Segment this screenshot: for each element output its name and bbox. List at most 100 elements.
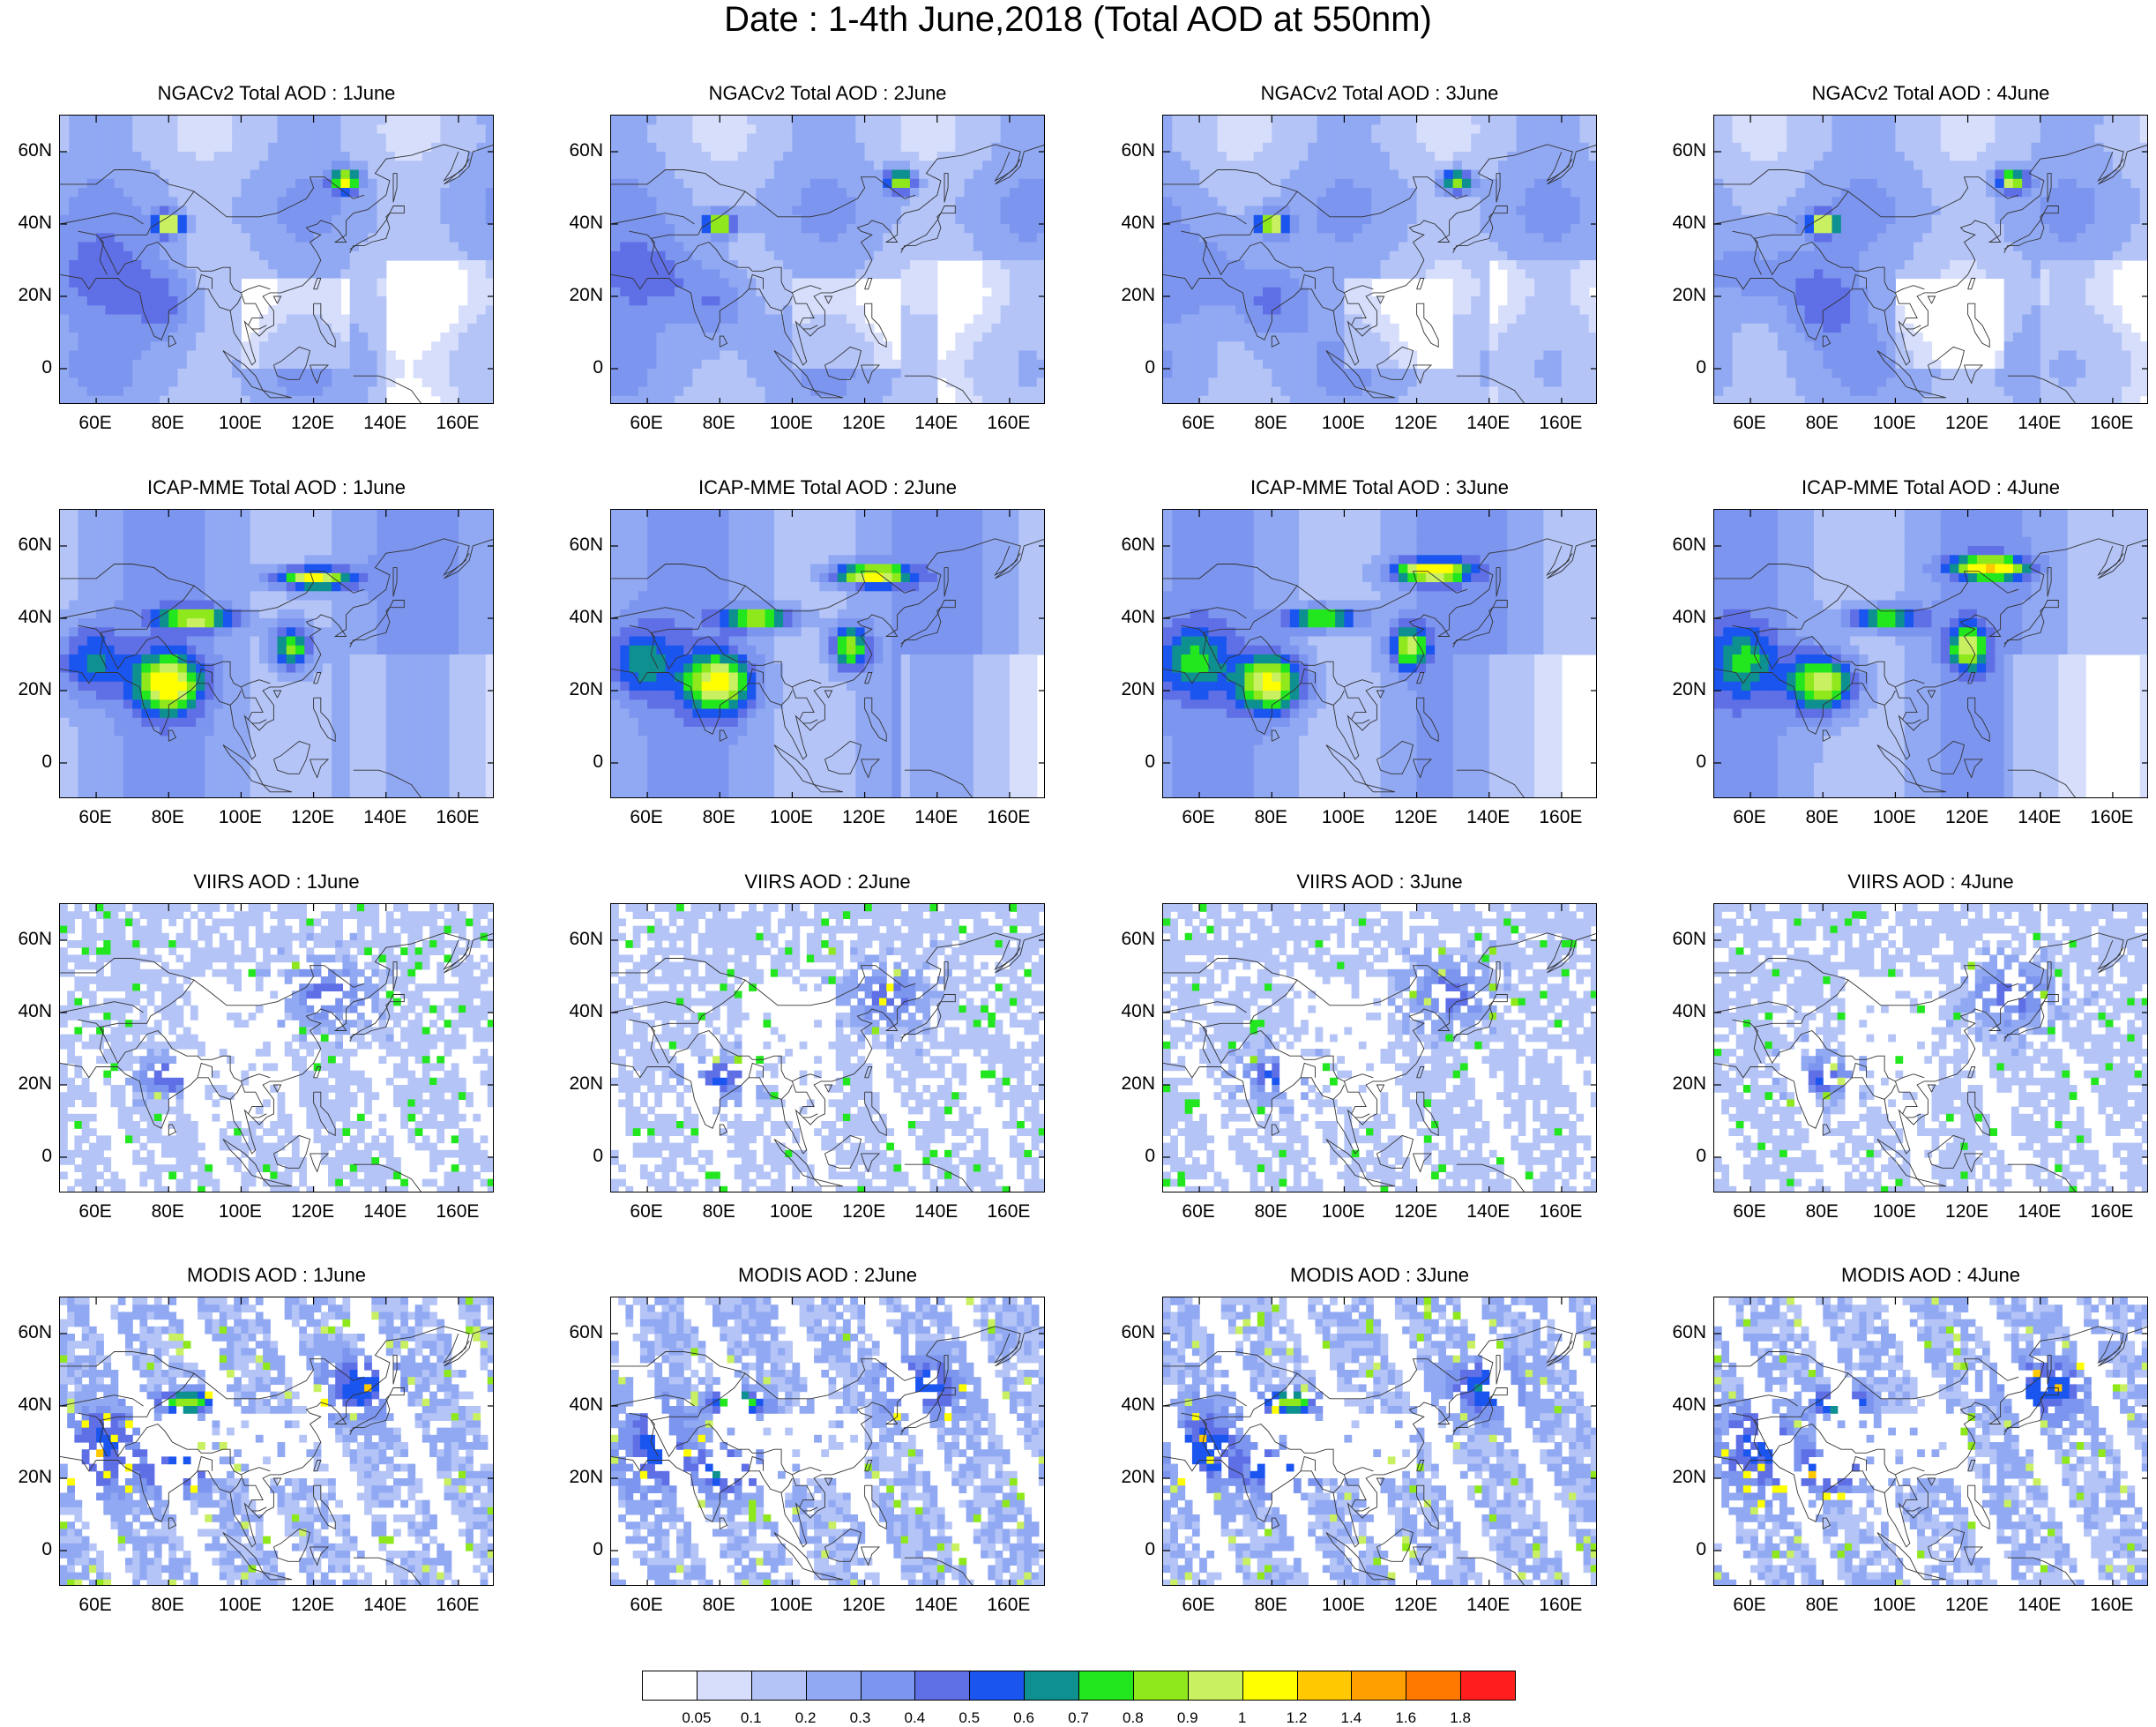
lon-tick-label: 100E: [760, 413, 822, 434]
lon-tick-label: 160E: [427, 807, 489, 828]
coastline: [313, 1066, 322, 1079]
coastline: [1163, 564, 1298, 587]
coastline: [611, 144, 1044, 366]
coastline: [864, 1091, 887, 1137]
coastline: [240, 292, 264, 326]
colorbar: [642, 1671, 1516, 1702]
coastline: [1354, 1113, 1370, 1118]
lat-tick-label: 20N: [0, 1467, 52, 1488]
panel-title: MODIS AOD : 4June: [1678, 1264, 2156, 1287]
colorbar-label: 0.05: [675, 1709, 719, 1727]
coastline: [611, 932, 1044, 1155]
coastline: [651, 965, 916, 1028]
coastline: [1753, 632, 1925, 688]
coastline: [272, 346, 311, 380]
coastline: [1884, 690, 1896, 706]
lon-tick-label: 120E: [1936, 807, 1998, 828]
lon-tick-label: 100E: [209, 807, 271, 828]
coastline: [272, 1528, 311, 1562]
coastline: [904, 1163, 973, 1192]
coastline: [864, 1066, 873, 1079]
coastline: [748, 668, 764, 684]
coastline: [392, 567, 398, 597]
lat-tick-label: 40N: [1102, 607, 1155, 628]
lon-tick-label: 120E: [1385, 1595, 1447, 1616]
lat-tick-label: 60N: [1102, 929, 1155, 950]
coastline: [944, 1355, 949, 1385]
coastline: [719, 1517, 728, 1529]
coastline: [1496, 567, 1501, 597]
coastline: [824, 1528, 862, 1562]
lon-tick-label: 60E: [1168, 807, 1229, 828]
lon-tick-label: 160E: [2081, 1201, 2143, 1222]
lat-tick-label: 40N: [1102, 1001, 1155, 1022]
aod-field: [60, 510, 493, 797]
lat-tick-label: 40N: [1653, 213, 1706, 234]
coastline: [1927, 346, 1966, 380]
coastline: [1376, 295, 1385, 304]
coastline: [1354, 1506, 1370, 1512]
coastline: [824, 690, 833, 699]
lat-tick-label: 40N: [550, 1394, 603, 1416]
lat-tick-label: 0: [1653, 1146, 1706, 1167]
coastline: [310, 364, 330, 385]
lon-tick-label: 100E: [1863, 1201, 1925, 1222]
lon-tick-label: 100E: [1863, 1595, 1925, 1616]
coastline: [650, 1027, 822, 1082]
coastline: [861, 759, 881, 779]
colorbar-label: 0.7: [1056, 1709, 1100, 1727]
lon-tick-label: 120E: [1385, 1201, 1447, 1222]
lon-tick-label: 100E: [1312, 413, 1374, 434]
coastline: [443, 151, 470, 182]
coastline: [1300, 1455, 1316, 1471]
lon-tick-label: 80E: [137, 413, 198, 434]
coastline: [1452, 994, 1508, 1043]
colorbar-label: 1.4: [1329, 1709, 1373, 1727]
lon-tick-label: 120E: [1385, 807, 1447, 828]
lon-tick-label: 80E: [1240, 807, 1302, 828]
coastline: [813, 1178, 844, 1187]
coastline: [197, 1062, 213, 1078]
lon-tick-label: 140E: [1458, 807, 1519, 828]
coastline: [650, 632, 822, 688]
coastline: [443, 939, 470, 970]
coastline: [60, 564, 195, 587]
coastline: [748, 1062, 764, 1078]
aod-map: [59, 115, 494, 404]
lon-tick-label: 140E: [354, 1201, 416, 1222]
coastline: [443, 1333, 470, 1364]
coastline: [1714, 607, 1798, 619]
lat-tick-label: 0: [0, 1539, 52, 1560]
coastline: [1714, 1394, 1798, 1407]
lat-tick-label: 40N: [1653, 607, 1706, 628]
lon-tick-label: 160E: [978, 413, 1040, 434]
coastline: [60, 1351, 195, 1374]
colorbar-swatch: [1132, 1671, 1189, 1701]
lat-tick-label: 60N: [0, 140, 52, 161]
coastline: [1413, 1153, 1433, 1173]
coastline: [1300, 1062, 1316, 1078]
coastline: [944, 173, 949, 203]
coastline: [353, 375, 422, 403]
coastline: [1271, 335, 1280, 348]
lon-tick-label: 160E: [427, 1201, 489, 1222]
lat-tick-label: 60N: [550, 140, 603, 161]
coastline: [1365, 1572, 1396, 1581]
lat-tick-label: 0: [550, 1539, 603, 1560]
coastline: [99, 238, 271, 294]
lon-tick-label: 80E: [1240, 1595, 1302, 1616]
lon-tick-label: 140E: [906, 1595, 967, 1616]
coastline: [1325, 1139, 1367, 1180]
coastline: [1376, 1134, 1414, 1169]
lon-tick-label: 140E: [906, 413, 967, 434]
lat-tick-label: 0: [1102, 1146, 1155, 1167]
coastline: [1967, 1066, 1976, 1079]
lon-tick-label: 60E: [615, 807, 677, 828]
lon-tick-label: 60E: [1719, 413, 1780, 434]
lon-tick-label: 160E: [1530, 413, 1592, 434]
coastline: [1967, 278, 1976, 290]
lon-tick-label: 120E: [282, 1201, 344, 1222]
coastline: [2047, 173, 2052, 203]
colorbar-swatch: [1351, 1671, 1407, 1701]
